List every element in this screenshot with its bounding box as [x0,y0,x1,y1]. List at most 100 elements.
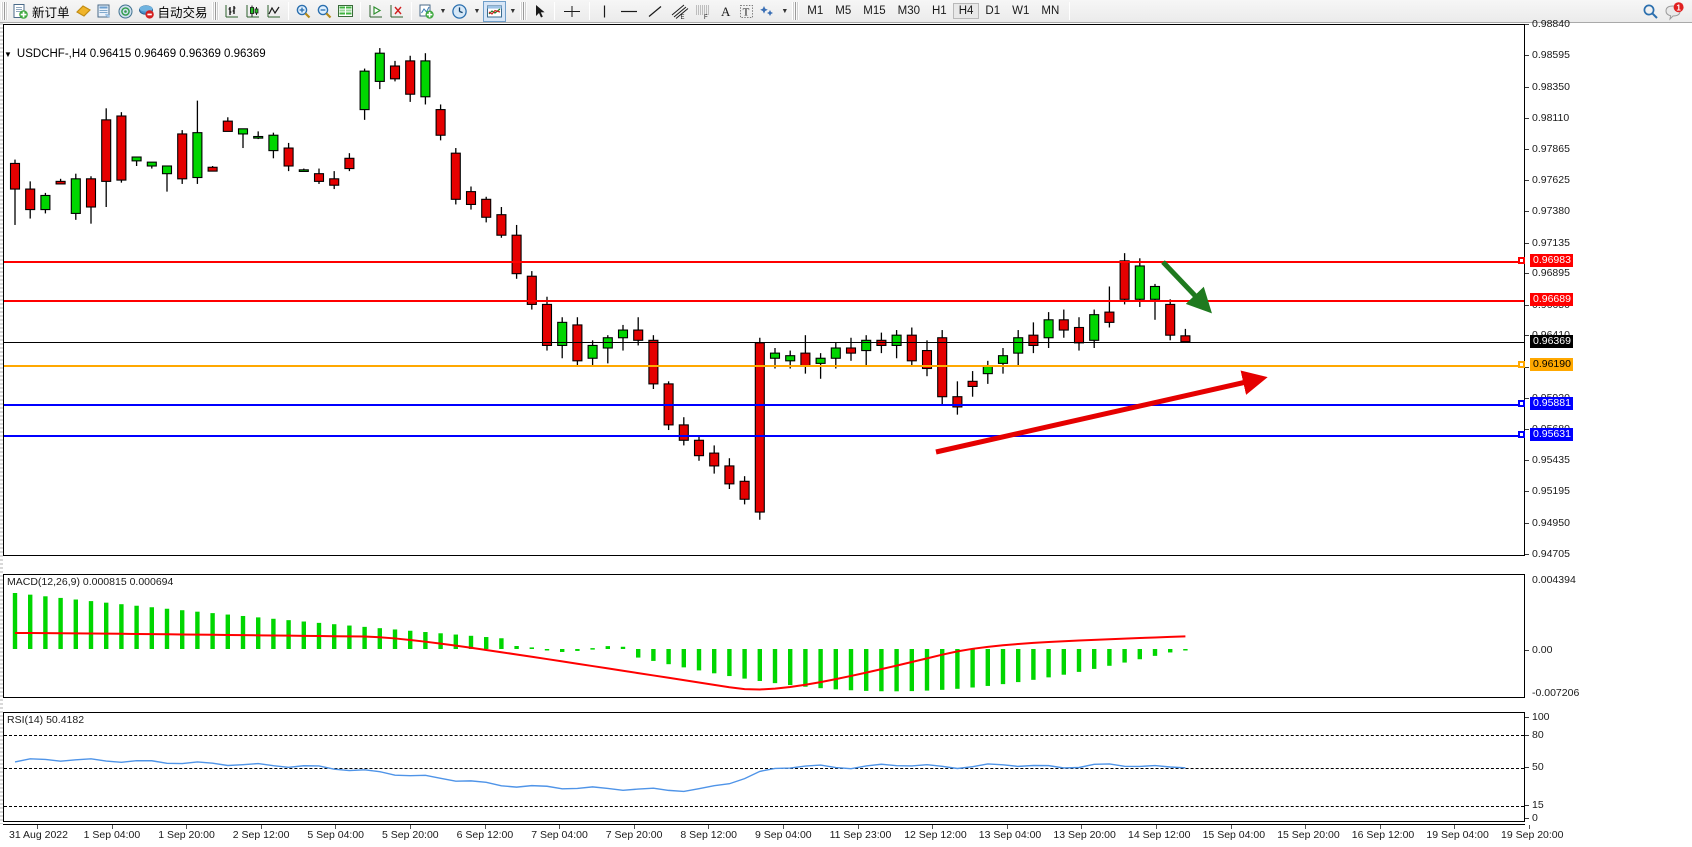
time-axis-label: 19 Sep 20:00 [1501,829,1564,841]
price-pane[interactable] [3,24,1525,556]
line-resistance-upper[interactable] [4,261,1524,263]
time-tick [633,825,635,829]
period-icon [452,3,468,19]
timeframe-m30[interactable]: M30 [897,5,920,17]
level-badge-resistance-lower[interactable]: 0.96689 [1530,293,1573,306]
templates-button[interactable] [483,0,507,22]
price-axis-label: 0.97865 [1532,142,1570,155]
macd-axis-label: 0.00 [1532,644,1553,656]
line-support-lower[interactable] [4,435,1524,437]
level-handle[interactable] [1518,257,1525,264]
level-handle[interactable] [1518,431,1525,438]
symbol-header-text: USDCHF-,H4 0.96415 0.96469 0.96369 0.963… [16,48,266,60]
time-tick [335,825,337,829]
timeframe-d1[interactable]: D1 [985,5,1001,17]
search-button[interactable] [1639,1,1662,22]
terminal-button[interactable] [94,1,115,22]
horizontal-line-button[interactable] [615,1,643,22]
toolbar-grip-standard[interactable] [1,2,8,20]
text-label-button[interactable]: T [736,1,757,22]
line-current-price[interactable] [4,342,1524,343]
time-tick [410,825,411,829]
macd-signal-line [14,632,1186,691]
price-tick [1525,211,1529,213]
chart-shift-icon [390,4,403,17]
level-badge-support-upper[interactable]: 0.95881 [1530,397,1573,410]
fibonacci-retracement-button[interactable]: F [691,1,715,22]
price-scale[interactable]: 0.98840 0.98595 0.98350 0.98110 0.97865 0.976… [1518,19,1692,824]
new-order-button[interactable] [10,1,31,22]
level-handle[interactable] [1518,400,1525,407]
timeframe-m5[interactable]: M5 [835,5,852,17]
text-button[interactable]: A [715,1,736,22]
alerts-button[interactable]: 1 [1662,1,1686,22]
toolbar-grip-charts[interactable] [211,2,219,20]
equidistant-channel-button[interactable]: E [667,1,691,22]
timeframe-m15[interactable]: M15 [863,5,886,17]
time-axis-label: 15 Sep 20:00 [1277,829,1340,841]
candlestick-chart-button[interactable] [242,1,263,22]
line-support-upper[interactable] [4,404,1524,406]
vertical-line-button[interactable] [594,1,615,22]
chart-shift-button[interactable] [386,1,407,22]
time-axis-label: 5 Sep 20:00 [382,829,439,841]
add-indicator-button[interactable] [416,1,437,22]
rsi-pane[interactable]: RSI(14) 50.4182 [3,712,1525,822]
timeframe-h4[interactable]: H4 [952,3,980,19]
time-tick [37,825,38,829]
line-resistance-lower[interactable] [4,300,1524,302]
level-badge-current-price[interactable]: 0.96369 [1530,335,1573,348]
zoom-in-button[interactable] [293,1,314,22]
market-watch-button[interactable] [115,1,136,22]
level-handle[interactable] [1518,361,1525,368]
timeframe-h1[interactable]: H1 [932,5,947,17]
price-axis-label: 0.98595 [1532,49,1570,62]
new-order-label[interactable]: 新订单 [32,5,70,20]
rsi-guide-50 [4,768,1524,769]
level-badge-pivot[interactable]: 0.96190 [1530,358,1573,371]
price-tick [1525,117,1529,119]
auto-scroll-button[interactable] [365,1,386,22]
time-tick [708,825,710,829]
time-tick [1529,825,1530,829]
chevron-down-icon[interactable]: ▼ [4,49,12,59]
period-dropdown-arrow[interactable]: ▼ [473,7,481,15]
time-axis-label: 5 Sep 04:00 [307,829,365,841]
time-axis-label: 1 Sep 04:00 [83,829,141,841]
timeframe-w1[interactable]: W1 [1012,5,1030,17]
symbol-header: ▼ USDCHF-,H4 0.96415 0.96469 0.96369 0.9… [4,48,266,60]
level-badge-support-lower[interactable]: 0.95631 [1530,428,1573,441]
timeframe-m1[interactable]: M1 [807,5,824,17]
price-axis-label: 0.94705 [1532,548,1570,560]
time-axis[interactable]: 31 Aug 2022 1 Sep 04:00 1 Sep 20:00 2 Sep 1… [3,824,1563,846]
objects-dropdown-arrow[interactable]: ▼ [781,7,789,15]
price-tick [1525,398,1529,400]
horizontal-line-icon [621,10,638,12]
crosshair-button[interactable] [559,1,585,22]
objects-button[interactable] [757,1,778,22]
trendline-icon [648,5,662,17]
chart-area[interactable]: ▼ USDCHF-,H4 0.96415 0.96469 0.96369 0.9… [0,19,1692,847]
toolbar-grip-timeframes[interactable] [792,2,800,20]
templates-dropdown-arrow[interactable]: ▼ [509,7,517,15]
line-chart-button[interactable] [263,1,284,22]
candlestick-chart-icon [246,4,259,17]
toolbar-grip-drawing[interactable] [520,2,528,20]
macd-pane[interactable]: MACD(12,26,9) 0.000815 0.000694 [3,574,1525,698]
auto-trading-button[interactable] [136,1,157,22]
period-button[interactable] [449,1,470,22]
trendline-button[interactable] [643,1,667,22]
cursor-button[interactable] [529,1,550,22]
expert-advisor-button[interactable] [73,1,94,22]
price-tick [1525,304,1529,306]
price-tick [1525,86,1529,88]
zoom-out-button[interactable] [314,1,335,22]
data-window-button[interactable] [335,1,356,22]
line-pivot[interactable] [4,365,1524,367]
timeframe-mn[interactable]: MN [1041,5,1060,17]
auto-trading-label[interactable]: 自动交易 [157,5,208,20]
level-badge-resistance-upper[interactable]: 0.96983 [1530,254,1573,267]
bar-chart-button[interactable] [221,1,242,22]
add-indicator-dropdown-arrow[interactable]: ▼ [439,7,447,15]
time-axis-label: 13 Sep 20:00 [1053,829,1116,841]
